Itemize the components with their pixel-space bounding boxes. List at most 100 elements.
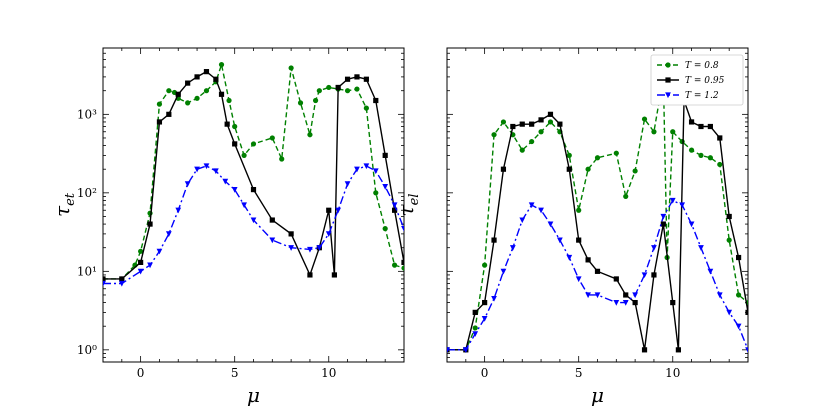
data-point [651, 272, 657, 278]
data-point [519, 121, 525, 127]
x-tick-label: 5 [231, 366, 239, 380]
x-tick-label: 0 [481, 366, 489, 380]
data-point [670, 129, 676, 135]
data-point [641, 347, 648, 353]
data-point [288, 231, 294, 237]
data-point [641, 272, 648, 279]
data-point [316, 245, 323, 251]
data-point [735, 254, 742, 261]
data-point [194, 95, 200, 101]
data-point [307, 246, 313, 253]
data-point [156, 119, 163, 125]
data-point [566, 152, 572, 158]
data-point [745, 309, 748, 315]
data-point [566, 254, 573, 261]
data-point [745, 347, 748, 353]
data-point [250, 141, 257, 147]
x-tick-label: 10 [665, 366, 680, 380]
data-point [575, 276, 582, 283]
x-tick-label: 0 [137, 366, 145, 380]
data-point [538, 129, 544, 135]
data-point [538, 207, 544, 214]
y-ticks [447, 47, 748, 363]
data-point [316, 88, 322, 94]
data-point [391, 207, 398, 213]
data-point [213, 76, 219, 82]
data-point [679, 202, 686, 209]
data-point [185, 100, 191, 106]
data-point [462, 347, 469, 353]
data-point [623, 292, 629, 298]
x-tick-label: 10 [321, 366, 336, 380]
data-point [707, 123, 713, 130]
data-point [594, 292, 601, 299]
y-axis-label: τel [394, 194, 422, 217]
data-point [547, 221, 554, 228]
data-point [528, 202, 535, 209]
data-point [147, 262, 153, 269]
data-point [203, 69, 210, 75]
data-point [594, 155, 601, 161]
data-point [391, 202, 398, 209]
data-point [331, 272, 337, 278]
data-point [184, 181, 191, 188]
data-point [185, 80, 191, 86]
data-point [372, 168, 379, 175]
y-ticks [103, 47, 404, 363]
y-tick-label: 10¹ [77, 264, 97, 278]
data-point [698, 123, 704, 130]
data-point [250, 186, 257, 193]
data-point [547, 111, 554, 117]
plot-area [447, 74, 761, 353]
legend-label: T = 0.8 [685, 61, 719, 71]
data-point [679, 138, 685, 145]
data-point [401, 259, 404, 265]
data-point [312, 97, 319, 104]
data-point [472, 309, 478, 315]
data-point [632, 292, 638, 299]
data-point [279, 156, 285, 162]
data-point [717, 161, 723, 168]
data-point [288, 65, 294, 71]
data-point [344, 88, 351, 94]
data-point [147, 221, 153, 227]
data-point [755, 310, 760, 315]
data-point [344, 76, 351, 82]
data-point [557, 237, 563, 244]
data-point [241, 152, 247, 158]
data-point [735, 292, 742, 298]
data-point [250, 217, 257, 224]
data-point [363, 105, 369, 111]
data-point [651, 245, 657, 251]
data-point [429, 269, 435, 275]
data-point [547, 119, 554, 125]
x-ticks [102, 48, 405, 362]
data-point [269, 217, 275, 223]
data-point [194, 74, 200, 80]
data-point [481, 316, 488, 322]
data-point [716, 292, 723, 299]
data-point [735, 323, 742, 330]
data-point [382, 226, 388, 232]
data-point [755, 347, 761, 353]
data-point [103, 276, 106, 282]
data-point [232, 141, 238, 147]
data-point [557, 121, 563, 127]
data-point [401, 265, 404, 271]
data-point [288, 245, 294, 251]
data-point [119, 276, 125, 282]
data-point [491, 295, 497, 302]
y-tick-label: 10⁰ [77, 343, 97, 357]
data-point [411, 249, 417, 255]
data-point [373, 190, 379, 196]
data-point [439, 272, 445, 278]
data-point [175, 207, 182, 214]
data-point [326, 84, 332, 91]
data-point [269, 135, 275, 141]
data-point [660, 213, 667, 220]
data-point [665, 92, 671, 99]
data-point [472, 325, 478, 331]
data-point [420, 263, 426, 269]
y-tick-label: 10³ [77, 107, 97, 121]
